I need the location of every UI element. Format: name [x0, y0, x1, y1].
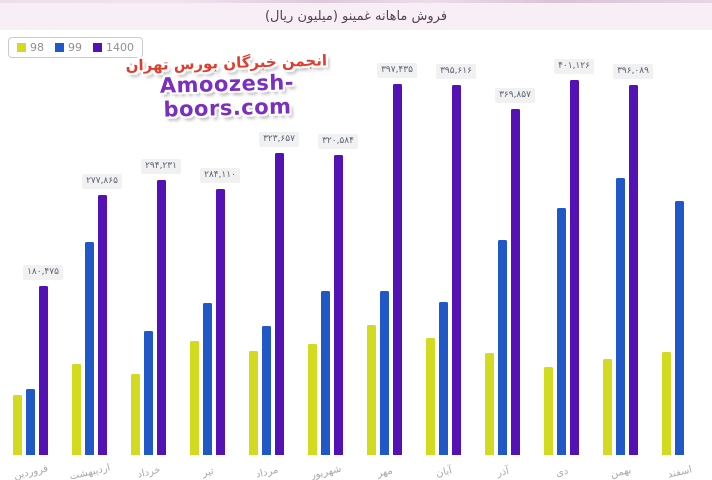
month-group-7: ۳۹۵,۶۱۶ آبان: [426, 64, 476, 480]
bar-98[interactable]: [367, 325, 376, 455]
legend-label: 1400: [106, 41, 134, 54]
x-axis-label: مهر: [375, 465, 394, 480]
x-axis-label: بهمن: [609, 464, 632, 480]
top-edge-divider: [0, 0, 712, 3]
x-axis-label: اردیبهشت: [68, 462, 111, 480]
bar-98[interactable]: [131, 374, 140, 455]
month-group-0: ۱۸۰,۴۷۵ فروردین: [12, 80, 63, 480]
bar-99[interactable]: [616, 178, 625, 455]
bar-1400[interactable]: [393, 84, 402, 455]
plot-area: ۱۸۰,۴۷۵ فروردین ۲۷۷,۸۶۵ اردیبهشت ۲۹۴,۲۳۱ خردا…: [12, 59, 697, 480]
x-axis-label: خرداد: [135, 464, 162, 480]
bar-98[interactable]: [308, 344, 317, 455]
month-group-4: ۳۲۳,۶۵۷ مرداد: [249, 80, 299, 480]
bar-98[interactable]: [426, 338, 435, 455]
x-axis-label: اسفند: [666, 464, 693, 480]
bar-1400[interactable]: [98, 195, 107, 455]
value-label: ۳۶۹,۸۵۷: [495, 88, 535, 103]
month-group-3: ۲۸۴,۱۱۰ تیر: [190, 80, 240, 479]
legend-swatch-icon: [93, 43, 102, 52]
x-axis-label: مرداد: [254, 464, 279, 480]
month-group-9: ۴۰۱,۱۲۶ دی: [544, 59, 594, 479]
bar-99[interactable]: [85, 242, 94, 455]
legend-swatch-icon: [55, 43, 64, 52]
chart-title: فروش ماهانه غمینو (میلیون ریال): [264, 9, 448, 24]
value-label: ۱۸۰,۴۷۵: [23, 265, 63, 280]
month-group-5: ۳۲۰,۵۸۴ شهریور: [308, 80, 358, 480]
bar-99[interactable]: [321, 291, 330, 455]
month-group-2: ۲۹۴,۲۳۱ خرداد: [131, 80, 181, 480]
bar-98[interactable]: [662, 352, 671, 455]
legend-item-99[interactable]: 99: [55, 41, 82, 54]
legend-item-1400[interactable]: 1400: [93, 41, 134, 54]
x-axis-label: تیر: [200, 465, 215, 480]
value-label: ۴۰۱,۱۲۶: [554, 59, 594, 74]
legend-label: 98: [30, 41, 44, 54]
bar-98[interactable]: [190, 341, 199, 455]
bar-1400[interactable]: [511, 109, 520, 455]
bar-99[interactable]: [557, 208, 566, 455]
bar-99[interactable]: [144, 331, 153, 455]
value-label: ۳۹۶,۰۸۹: [613, 64, 653, 79]
value-label: ۳۹۵,۶۱۶: [436, 64, 476, 79]
month-group-6: ۳۹۷,۴۳۵ مهر: [367, 63, 417, 480]
bar-99[interactable]: [262, 326, 271, 455]
bar-99[interactable]: [203, 303, 212, 455]
legend: 98 99 1400: [8, 37, 143, 58]
value-label: ۲۸۴,۱۱۰: [200, 168, 240, 183]
bar-98[interactable]: [603, 359, 612, 455]
x-axis-label: فروردین: [12, 463, 49, 480]
bar-98[interactable]: [544, 367, 553, 455]
value-label: ۳۹۷,۴۳۵: [377, 63, 417, 78]
bar-99[interactable]: [498, 240, 507, 455]
bar-1400[interactable]: [39, 286, 48, 455]
month-group-1: ۲۷۷,۸۶۵ اردیبهشت: [68, 80, 122, 480]
bar-1400[interactable]: [275, 153, 284, 455]
month-group-10: ۳۹۶,۰۸۹ بهمن: [603, 64, 653, 480]
bar-1400[interactable]: [216, 189, 225, 455]
chart-title-bar: فروش ماهانه غمینو (میلیون ریال): [0, 3, 712, 30]
value-label: ۳۲۰,۵۸۴: [318, 134, 358, 149]
x-axis-label: دی: [554, 465, 569, 480]
bar-1400[interactable]: [157, 180, 166, 455]
legend-label: 99: [68, 41, 82, 54]
month-group-11: اسفند: [662, 80, 697, 480]
bar-99[interactable]: [380, 291, 389, 455]
bar-1400[interactable]: [629, 85, 638, 455]
legend-swatch-icon: [17, 43, 26, 52]
bar-99[interactable]: [26, 389, 35, 455]
bar-98[interactable]: [13, 395, 22, 455]
x-axis-label: شهریور: [309, 463, 342, 480]
bar-99[interactable]: [675, 201, 684, 455]
x-axis-label: آبان: [434, 465, 453, 480]
bar-1400[interactable]: [452, 85, 461, 455]
value-label: ۲۹۴,۲۳۱: [141, 159, 181, 174]
bar-99[interactable]: [439, 302, 448, 455]
bar-98[interactable]: [485, 353, 494, 455]
bar-1400[interactable]: [570, 80, 579, 455]
legend-item-98[interactable]: 98: [17, 41, 44, 54]
value-label: ۲۷۷,۸۶۵: [82, 174, 122, 189]
bar-98[interactable]: [72, 364, 81, 455]
bar-1400[interactable]: [334, 155, 343, 455]
value-label: ۳۲۳,۶۵۷: [259, 132, 299, 147]
watermark-text-fa: انجمن خبرگان بورس تهران: [125, 51, 328, 75]
month-group-8: ۳۶۹,۸۵۷ آذر: [485, 80, 535, 479]
bar-98[interactable]: [249, 351, 258, 455]
x-axis-label: آذر: [495, 465, 510, 480]
